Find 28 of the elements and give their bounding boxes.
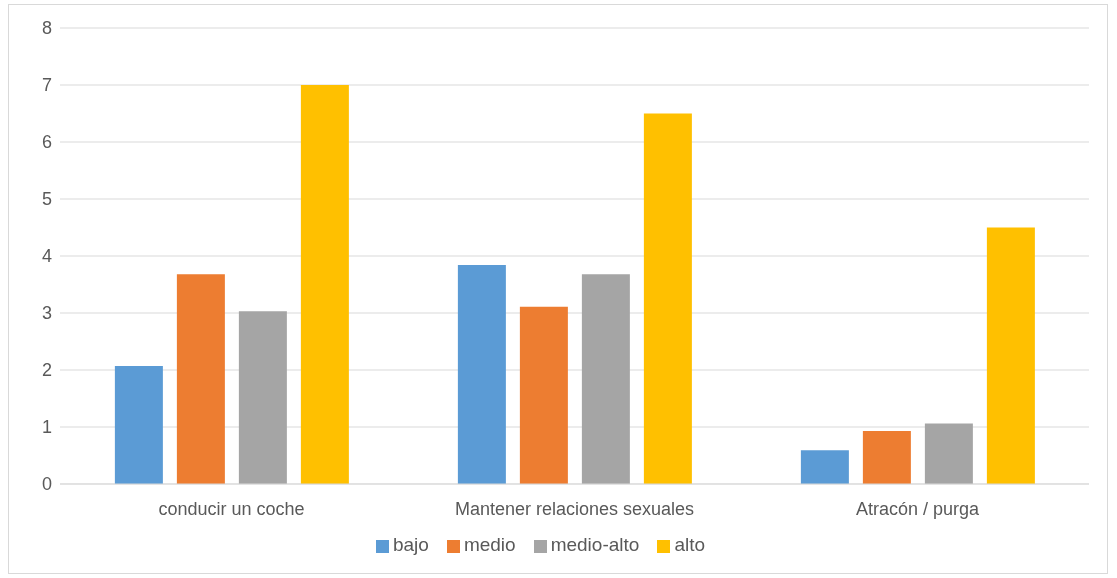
x-tick-label: Atracón / purga xyxy=(855,498,981,519)
y-tick-label: 8 xyxy=(41,18,52,39)
bar xyxy=(986,227,1035,484)
legend-label: medio xyxy=(463,534,516,555)
legend-label: bajo xyxy=(392,534,429,555)
x-tick-label: Mantener relaciones sexuales xyxy=(454,498,695,519)
legend-label: alto xyxy=(674,534,706,555)
y-tick-label: 2 xyxy=(41,360,52,381)
bar xyxy=(519,306,568,484)
legend-label: medio-alto xyxy=(550,534,640,555)
y-tick-label: 1 xyxy=(41,417,52,438)
y-tick-label: 4 xyxy=(41,246,52,267)
bar xyxy=(800,450,849,484)
bar xyxy=(862,430,911,484)
x-tick-label: conducir un coche xyxy=(158,498,305,519)
y-tick-label: 7 xyxy=(41,75,52,96)
bar xyxy=(457,265,506,484)
y-tick-label: 3 xyxy=(41,303,52,324)
bar xyxy=(114,366,163,484)
bar xyxy=(300,85,349,484)
bar xyxy=(581,274,630,484)
bar xyxy=(176,274,225,484)
y-tick-label: 0 xyxy=(41,474,52,495)
bar xyxy=(643,113,692,484)
y-tick-label: 6 xyxy=(41,132,52,153)
bar xyxy=(238,311,287,484)
y-tick-label: 5 xyxy=(41,189,52,210)
bar xyxy=(924,423,973,484)
